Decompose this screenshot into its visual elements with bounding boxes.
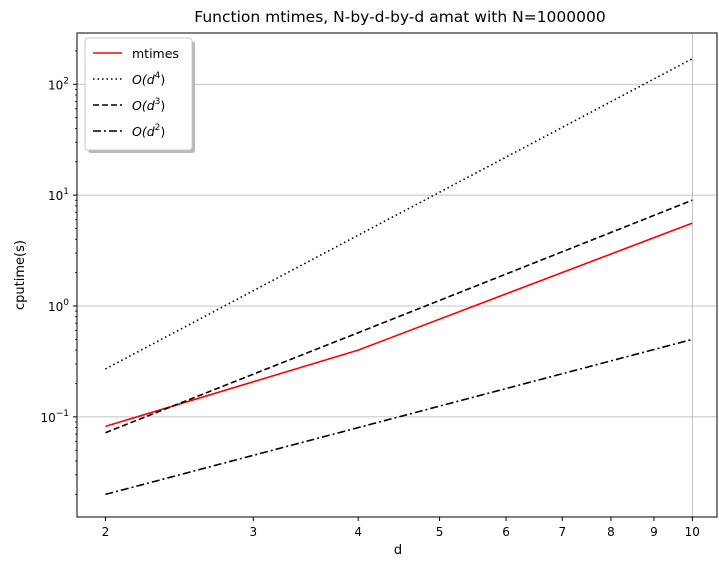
x-tick-label: 10 [685, 525, 700, 539]
x-axis: 2 3 4 5 6 7 8 9 10 [102, 517, 700, 539]
x-tick-label: 3 [249, 525, 257, 539]
x-tick-label: 8 [607, 525, 615, 539]
y-tick-label: 100 [48, 298, 69, 314]
x-tick-label: 5 [436, 525, 444, 539]
legend-label: O(d4) [132, 71, 165, 87]
x-tick-label: 6 [502, 525, 510, 539]
series-line-2 [105, 57, 693, 370]
legend: mtimes O(d4) O(d3) O(d2) [84, 37, 195, 153]
x-axis-label: d [394, 543, 402, 558]
x-tick-label: 7 [558, 525, 566, 539]
y-axis: 10−1 100 101 102 [40, 50, 77, 495]
legend-label: O(d2) [132, 123, 165, 139]
legend-box [84, 37, 193, 151]
y-tick-label: 10−1 [40, 409, 69, 425]
plot-frame [76, 32, 718, 518]
legend-label: mtimes [132, 46, 179, 61]
series-line-4 [105, 338, 693, 496]
series-group [105, 57, 693, 496]
y-tick-label: 101 [48, 187, 69, 203]
x-tick-label: 4 [354, 525, 362, 539]
series-line-1 [105, 222, 693, 428]
chart-title: Function mtimes, N-by-d-by-d amat with N… [194, 8, 605, 26]
y-axis-label: cputime(s) [13, 240, 28, 310]
grid-lines [77, 33, 717, 517]
legend-label: O(d3) [132, 97, 165, 113]
y-tick-label: 102 [48, 76, 69, 92]
series-line-3 [105, 199, 693, 434]
x-tick-label: 9 [650, 525, 658, 539]
x-tick-label: 2 [102, 525, 110, 539]
